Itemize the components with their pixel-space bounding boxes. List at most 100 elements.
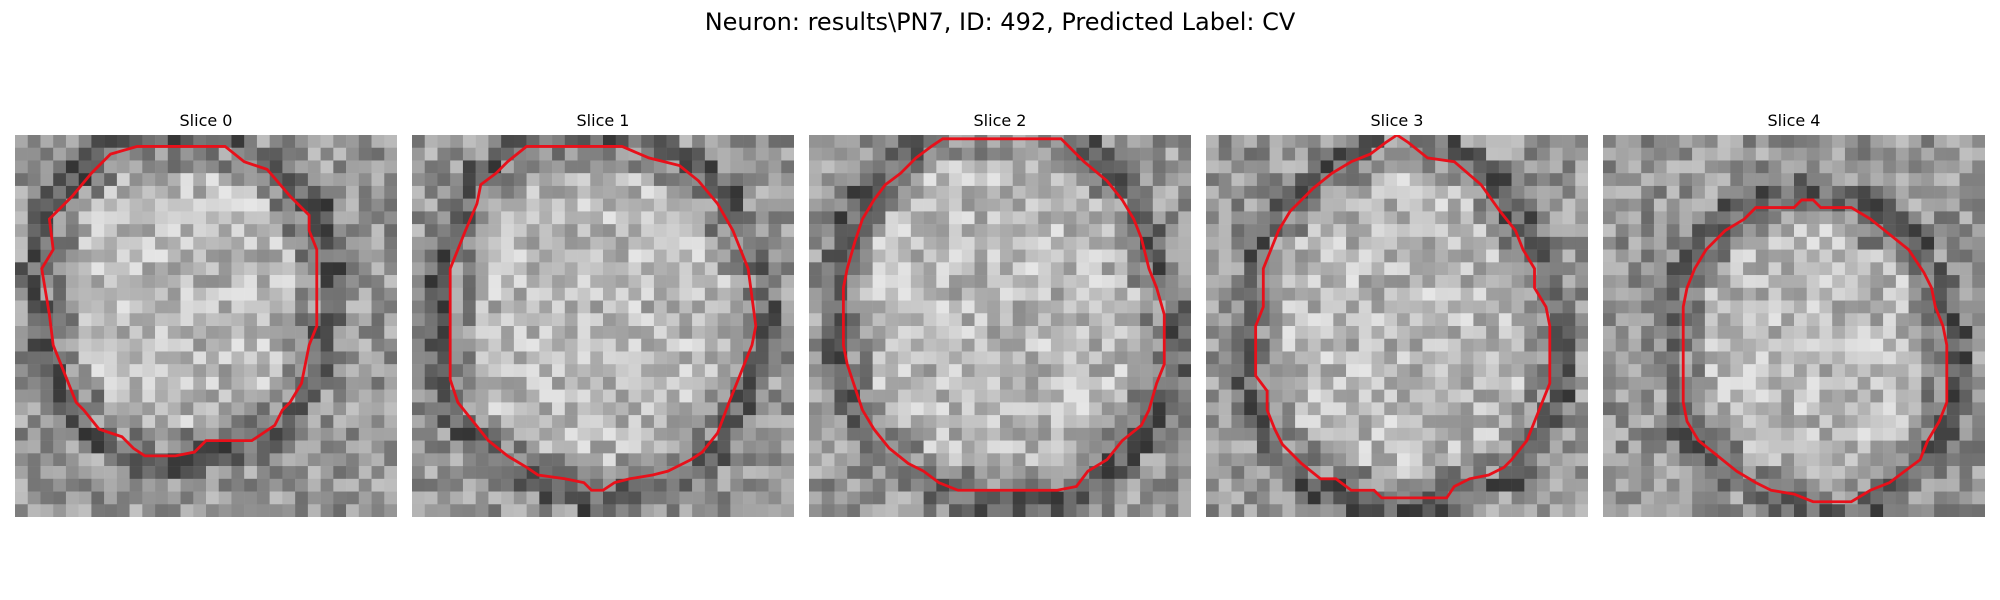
image-pixel: [1704, 224, 1718, 238]
image-pixel: [1537, 211, 1551, 225]
image-pixel: [1498, 415, 1512, 429]
image-pixel: [526, 427, 540, 441]
image-pixel: [552, 224, 566, 238]
image-pixel: [679, 389, 693, 403]
image-pixel: [1012, 453, 1026, 467]
image-pixel: [15, 135, 28, 148]
image-pixel: [412, 211, 425, 225]
image-pixel: [1140, 338, 1154, 352]
image-pixel: [1422, 236, 1436, 250]
image-pixel: [1755, 415, 1769, 429]
image-pixel: [936, 364, 950, 378]
image-pixel: [1692, 453, 1706, 467]
image-pixel: [1692, 491, 1706, 505]
image-pixel: [1244, 389, 1258, 403]
image-pixel: [501, 427, 515, 441]
image-pixel: [1883, 147, 1897, 161]
image-pixel: [1422, 376, 1436, 390]
image-pixel: [1063, 453, 1077, 467]
image-pixel: [15, 287, 28, 301]
image-pixel: [974, 249, 988, 263]
image-pixel: [1603, 236, 1616, 250]
image-pixel: [1781, 224, 1795, 238]
image-pixel: [488, 364, 502, 378]
image-pixel: [1244, 287, 1258, 301]
image-pixel: [1231, 453, 1245, 467]
image-pixel: [218, 262, 232, 276]
image-pixel: [1460, 415, 1474, 429]
image-pixel: [704, 313, 718, 327]
image-pixel: [961, 326, 975, 339]
image-pixel: [1794, 389, 1807, 403]
image-pixel: [282, 326, 296, 339]
image-pixel: [1320, 224, 1334, 238]
image-pixel: [1832, 402, 1846, 416]
image-pixel: [155, 364, 169, 378]
image-pixel: [936, 275, 950, 289]
image-pixel: [1921, 249, 1935, 263]
image-pixel: [244, 262, 258, 276]
image-pixel: [1114, 466, 1128, 480]
image-pixel: [1921, 466, 1935, 480]
image-pixel: [653, 147, 667, 161]
image-pixel: [1269, 147, 1283, 161]
image-pixel: [269, 389, 283, 403]
image-pixel: [1256, 160, 1270, 174]
image-pixel: [1615, 402, 1629, 416]
image-pixel: [1218, 376, 1232, 390]
image-pixel: [768, 427, 782, 441]
image-pixel: [552, 389, 566, 403]
image-pixel: [1921, 402, 1935, 416]
image-pixel: [615, 376, 629, 390]
image-pixel: [872, 453, 886, 467]
image-pixel: [78, 262, 92, 276]
image-pixel: [1832, 389, 1846, 403]
image-pixel: [1704, 466, 1718, 480]
image-pixel: [809, 147, 822, 161]
image-pixel: [513, 402, 527, 416]
image-pixel: [1549, 224, 1563, 238]
image-pixel: [1486, 198, 1500, 212]
image-pixel: [1269, 478, 1283, 492]
image-pixel: [1692, 376, 1706, 390]
image-pixel: [1717, 236, 1731, 250]
image-pixel: [961, 211, 975, 225]
image-pixel: [1870, 504, 1884, 517]
image-pixel: [1101, 160, 1115, 174]
image-pixel: [847, 173, 861, 187]
image-pixel: [1486, 300, 1500, 314]
image-pixel: [1844, 478, 1858, 492]
image-pixel: [1498, 147, 1512, 161]
image-pixel: [1307, 440, 1321, 454]
image-pixel: [358, 211, 372, 225]
image-pixel: [781, 440, 794, 454]
image-pixel: [1972, 389, 1985, 403]
image-pixel: [1562, 147, 1576, 161]
image-pixel: [898, 504, 912, 517]
image-pixel: [1409, 504, 1423, 517]
image-pixel: [40, 236, 54, 250]
image-pixel: [1768, 236, 1782, 250]
image-pixel: [898, 326, 912, 339]
image-pixel: [1473, 364, 1487, 378]
image-pixel: [961, 504, 975, 517]
image-pixel: [653, 351, 667, 365]
image-pixel: [847, 147, 861, 161]
image-pixel: [1218, 440, 1232, 454]
image-pixel: [1206, 389, 1219, 403]
image-pixel: [1025, 466, 1039, 480]
image-pixel: [1921, 389, 1935, 403]
image-pixel: [872, 364, 886, 378]
image-pixel: [1206, 427, 1219, 441]
image-pixel: [218, 249, 232, 263]
image-pixel: [1870, 440, 1884, 454]
image-pixel: [1127, 427, 1141, 441]
image-pixel: [1946, 466, 1960, 480]
image-pixel: [78, 147, 92, 161]
image-pixel: [1152, 427, 1166, 441]
image-pixel: [475, 160, 489, 174]
image-pixel: [295, 338, 309, 352]
image-pixel: [1244, 402, 1258, 416]
image-pixel: [40, 185, 54, 199]
image-pixel: [872, 173, 886, 187]
